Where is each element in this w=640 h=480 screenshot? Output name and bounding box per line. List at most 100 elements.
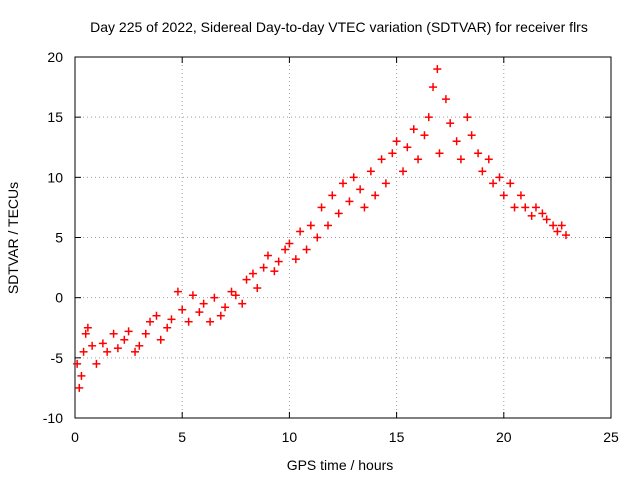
- data-points: [73, 65, 570, 392]
- data-point: [345, 197, 354, 206]
- data-point: [75, 383, 84, 392]
- data-point: [221, 303, 230, 312]
- data-point: [527, 211, 536, 220]
- data-point: [227, 287, 236, 296]
- data-point: [253, 284, 262, 293]
- data-point: [248, 269, 257, 278]
- data-point: [242, 275, 251, 284]
- data-point: [403, 143, 412, 152]
- data-point: [414, 155, 423, 164]
- grid-lines: [75, 57, 611, 418]
- data-point: [92, 359, 101, 368]
- data-point: [510, 203, 519, 212]
- data-point: [156, 335, 165, 344]
- y-tick-label: 5: [55, 230, 63, 246]
- data-point: [334, 209, 343, 218]
- data-point: [429, 83, 438, 92]
- x-tick-label: 15: [389, 429, 405, 445]
- data-point: [317, 203, 326, 212]
- data-point: [81, 329, 90, 338]
- data-point: [557, 221, 566, 230]
- data-point: [231, 291, 240, 300]
- y-tick-label: -10: [43, 410, 63, 426]
- data-point: [103, 347, 112, 356]
- data-point: [328, 191, 337, 200]
- data-point: [349, 173, 358, 182]
- data-point: [424, 113, 433, 122]
- data-point: [531, 203, 540, 212]
- axis-ticks: [74, 56, 612, 419]
- data-point: [135, 341, 144, 350]
- data-point: [259, 263, 268, 272]
- data-point: [296, 227, 305, 236]
- y-tick-label: -5: [51, 350, 64, 366]
- data-point: [285, 239, 294, 248]
- data-point: [109, 329, 118, 338]
- data-point: [281, 245, 290, 254]
- data-point: [206, 317, 215, 326]
- data-point: [83, 323, 92, 332]
- x-tick-label: 5: [178, 429, 186, 445]
- data-point: [270, 267, 279, 276]
- data-point: [392, 137, 401, 146]
- data-point: [188, 291, 197, 300]
- data-point: [98, 339, 107, 348]
- x-tick-label: 10: [282, 429, 298, 445]
- data-point: [435, 149, 444, 158]
- data-point: [366, 167, 375, 176]
- x-axis-label: GPS time / hours: [287, 457, 394, 473]
- data-point: [495, 173, 504, 182]
- data-point: [77, 371, 86, 380]
- data-point: [238, 299, 247, 308]
- data-point: [506, 179, 515, 188]
- data-point: [195, 308, 204, 317]
- data-point: [549, 221, 558, 230]
- data-point: [79, 347, 88, 356]
- data-point: [478, 167, 487, 176]
- data-point: [339, 179, 347, 188]
- data-point: [484, 155, 493, 164]
- data-point: [178, 305, 187, 314]
- y-tick-label: 0: [55, 290, 63, 306]
- data-point: [210, 293, 219, 302]
- data-point: [199, 299, 208, 308]
- data-point: [360, 203, 369, 212]
- data-point: [474, 149, 483, 158]
- data-point: [141, 329, 150, 338]
- data-point: [446, 119, 455, 128]
- axis-tick-labels: 0 5 10 15 20 25 -10 -5 0 5 10 15 20: [43, 49, 619, 445]
- data-point: [538, 209, 547, 218]
- data-point: [124, 327, 133, 336]
- data-point: [420, 131, 429, 140]
- data-point: [542, 215, 551, 224]
- data-point: [184, 317, 193, 326]
- x-tick-label: 25: [603, 429, 619, 445]
- data-point: [131, 347, 140, 356]
- x-tick-label: 20: [496, 429, 512, 445]
- y-axis-label: SDTVAR / TECUs: [5, 182, 21, 294]
- data-point: [120, 335, 129, 344]
- y-tick-label: 15: [47, 109, 63, 125]
- data-point: [88, 341, 97, 350]
- y-tick-label: 20: [47, 49, 63, 65]
- data-point: [499, 191, 508, 200]
- x-tick-label: 0: [71, 429, 79, 445]
- data-point: [356, 185, 365, 194]
- chart-title: Day 225 of 2022, Sidereal Day-to-day VTE…: [90, 19, 588, 35]
- data-point: [399, 167, 408, 176]
- data-point: [263, 251, 272, 260]
- data-point: [113, 344, 122, 353]
- data-point: [371, 191, 380, 200]
- data-point: [152, 311, 161, 320]
- data-point: [313, 233, 322, 242]
- data-point: [388, 149, 397, 158]
- y-tick-label: 10: [47, 169, 63, 185]
- data-point: [163, 323, 172, 332]
- data-point: [167, 315, 176, 324]
- data-point: [452, 137, 461, 146]
- data-point: [463, 113, 472, 122]
- data-point: [409, 125, 418, 134]
- data-point: [323, 221, 332, 230]
- data-point: [467, 131, 476, 140]
